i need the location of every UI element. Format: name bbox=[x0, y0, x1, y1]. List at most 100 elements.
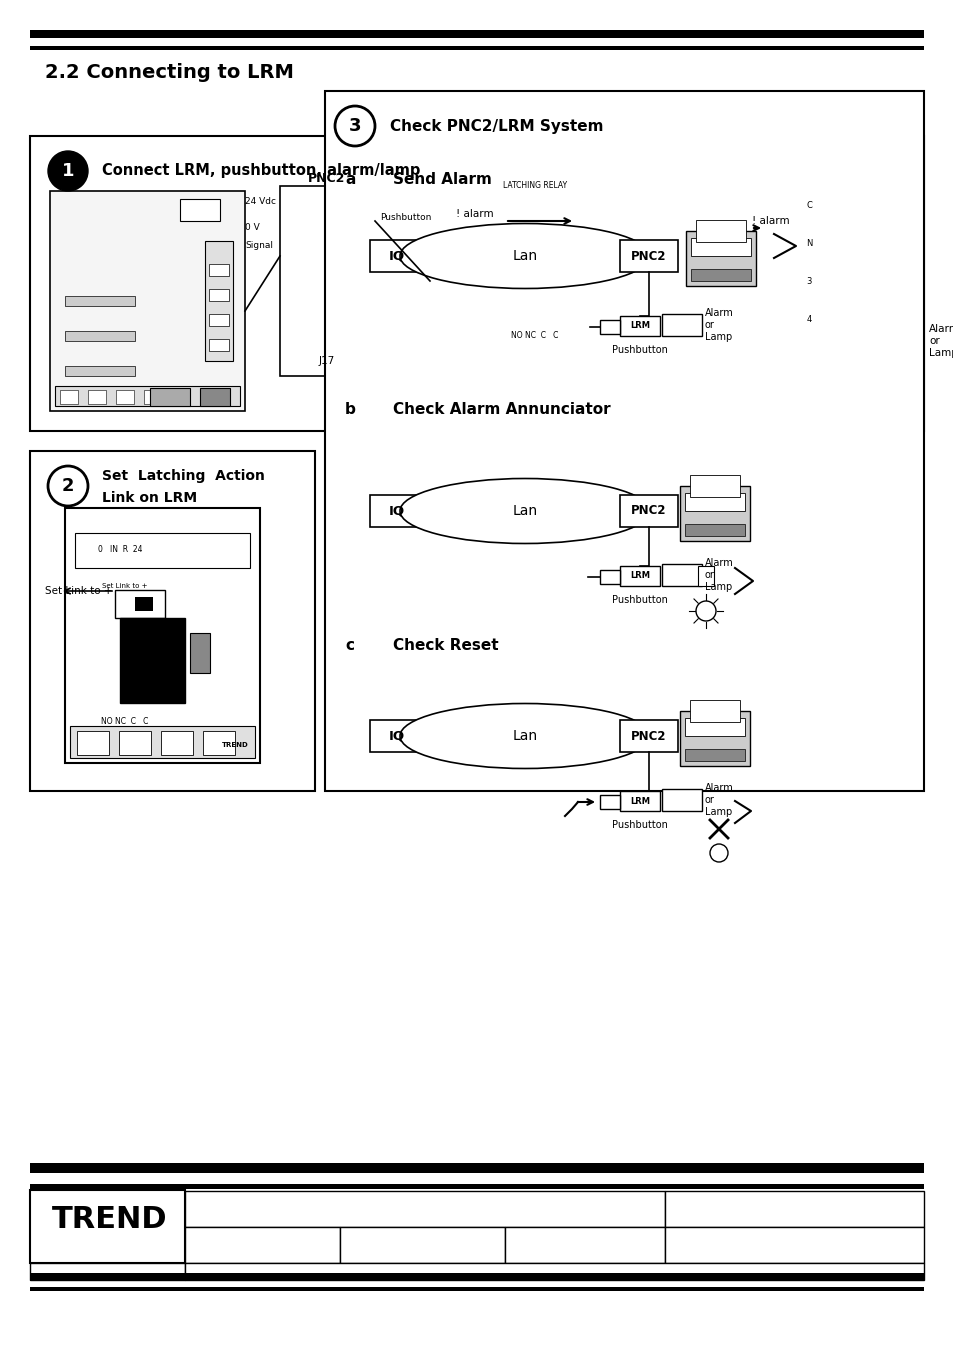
Bar bbox=[209, 313, 229, 326]
Text: Alarm
or
Lamp: Alarm or Lamp bbox=[704, 558, 733, 592]
Bar bbox=[495, 354, 535, 384]
Bar bbox=[664, 1192, 923, 1227]
Circle shape bbox=[168, 707, 186, 724]
Text: Lan: Lan bbox=[512, 730, 537, 743]
Text: C: C bbox=[805, 200, 811, 209]
Bar bbox=[797, 305, 802, 346]
Circle shape bbox=[317, 216, 332, 230]
Text: 3: 3 bbox=[349, 118, 361, 135]
Bar bbox=[584, 205, 714, 261]
Bar bbox=[75, 534, 250, 567]
Text: Connect LRM, pushbutton, alarm/lamp: Connect LRM, pushbutton, alarm/lamp bbox=[102, 163, 420, 178]
Bar bbox=[185, 1192, 664, 1227]
Bar bbox=[783, 305, 788, 346]
Text: Set Link to +: Set Link to + bbox=[102, 584, 148, 589]
Bar bbox=[119, 731, 151, 755]
Text: 1: 1 bbox=[62, 162, 74, 180]
Bar bbox=[50, 190, 245, 411]
Bar bbox=[827, 232, 855, 254]
Circle shape bbox=[84, 707, 102, 724]
Circle shape bbox=[297, 284, 312, 299]
Bar bbox=[30, 1263, 185, 1279]
Bar bbox=[550, 354, 589, 384]
Circle shape bbox=[317, 353, 332, 366]
Circle shape bbox=[48, 151, 88, 190]
Bar bbox=[684, 493, 744, 511]
Bar bbox=[698, 566, 713, 586]
Bar bbox=[180, 199, 220, 222]
Bar bbox=[280, 186, 375, 376]
Text: LRM: LRM bbox=[629, 322, 649, 331]
Bar bbox=[370, 720, 424, 753]
Circle shape bbox=[297, 216, 312, 230]
Bar bbox=[484, 195, 575, 216]
Text: 24 Vdc: 24 Vdc bbox=[245, 196, 275, 205]
Circle shape bbox=[297, 335, 312, 349]
Circle shape bbox=[297, 250, 312, 263]
Bar bbox=[776, 305, 781, 346]
Bar bbox=[818, 305, 823, 346]
Bar bbox=[794, 195, 822, 216]
Circle shape bbox=[75, 517, 95, 538]
Bar bbox=[794, 270, 822, 292]
Bar bbox=[684, 524, 744, 536]
Bar bbox=[185, 1227, 339, 1263]
Circle shape bbox=[297, 199, 312, 213]
Text: TREND: TREND bbox=[52, 1205, 168, 1233]
Circle shape bbox=[156, 372, 164, 380]
Circle shape bbox=[210, 707, 228, 724]
Text: Link on LRM: Link on LRM bbox=[102, 490, 197, 505]
Text: a: a bbox=[345, 172, 355, 186]
Text: IQ: IQ bbox=[389, 730, 405, 743]
Text: 3: 3 bbox=[805, 277, 811, 285]
Text: Lan: Lan bbox=[512, 249, 537, 263]
Bar bbox=[794, 308, 822, 330]
Bar bbox=[65, 366, 135, 376]
Text: Pushbutton: Pushbutton bbox=[612, 820, 667, 830]
Bar bbox=[370, 494, 424, 527]
Text: N: N bbox=[805, 239, 811, 247]
Bar bbox=[30, 1163, 923, 1173]
Bar bbox=[339, 1227, 504, 1263]
Bar bbox=[685, 231, 755, 286]
Text: IQ: IQ bbox=[389, 250, 405, 262]
Text: Alarm
or
Lamp: Alarm or Lamp bbox=[928, 324, 953, 358]
Bar bbox=[135, 597, 152, 611]
Bar bbox=[30, 1288, 923, 1292]
Ellipse shape bbox=[399, 223, 649, 289]
Bar bbox=[203, 731, 234, 755]
Bar bbox=[205, 240, 233, 361]
Bar bbox=[439, 354, 479, 384]
Ellipse shape bbox=[399, 704, 649, 769]
Text: 0   IN  R  24: 0 IN R 24 bbox=[97, 546, 142, 554]
Bar bbox=[190, 634, 210, 673]
Text: Pushbutton: Pushbutton bbox=[612, 345, 667, 355]
Bar bbox=[599, 320, 619, 334]
Text: b: b bbox=[345, 401, 355, 416]
Bar bbox=[661, 313, 701, 336]
Circle shape bbox=[297, 317, 312, 332]
Circle shape bbox=[297, 301, 312, 315]
Text: Send Alarm: Send Alarm bbox=[393, 172, 492, 186]
Bar bbox=[689, 476, 740, 497]
Bar bbox=[769, 305, 774, 346]
Bar bbox=[789, 181, 864, 381]
Bar bbox=[325, 91, 923, 790]
Bar bbox=[30, 1183, 923, 1189]
Bar bbox=[116, 390, 133, 404]
Text: LRM: LRM bbox=[629, 571, 649, 581]
Bar bbox=[88, 390, 106, 404]
Circle shape bbox=[317, 250, 332, 263]
Bar bbox=[60, 390, 78, 404]
Text: Lan: Lan bbox=[512, 504, 537, 517]
Circle shape bbox=[131, 372, 139, 380]
Bar bbox=[370, 240, 424, 272]
Bar bbox=[161, 731, 193, 755]
Bar bbox=[30, 46, 923, 50]
Circle shape bbox=[696, 601, 716, 621]
Ellipse shape bbox=[399, 478, 649, 543]
Bar bbox=[55, 386, 240, 407]
Text: Check Alarm Annunciator: Check Alarm Annunciator bbox=[393, 401, 610, 416]
Bar bbox=[65, 296, 135, 305]
Bar bbox=[415, 161, 879, 401]
